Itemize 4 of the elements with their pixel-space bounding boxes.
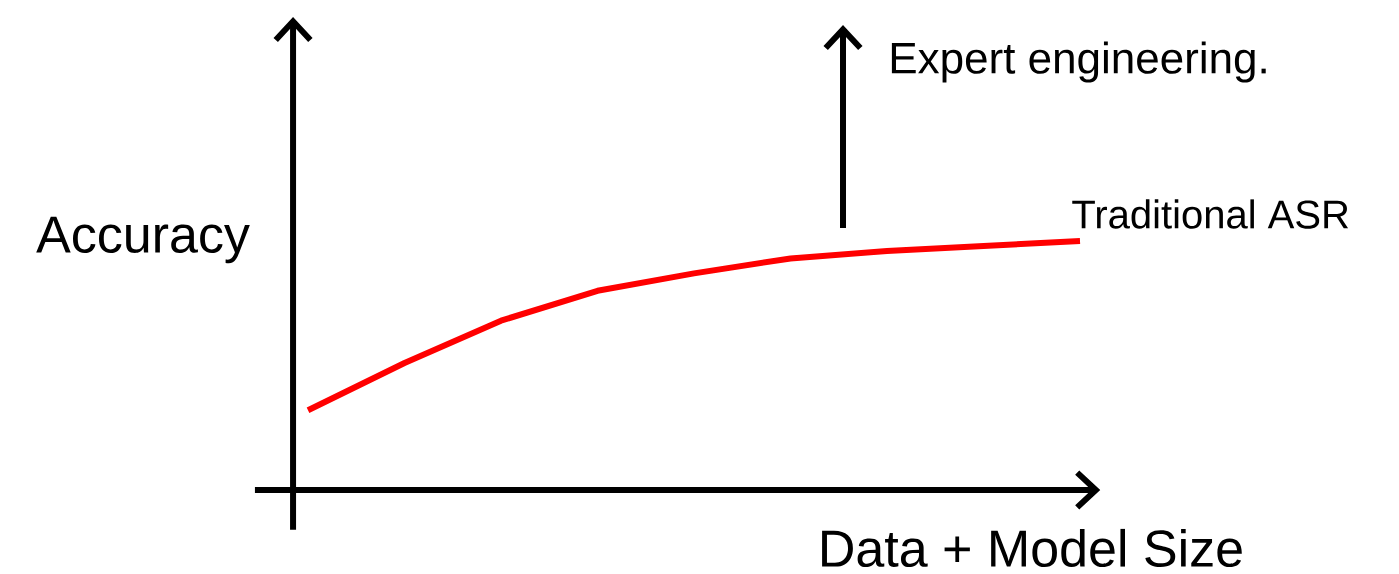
x-axis-title: Data + Model Size [822,528,1242,568]
series-label: Traditional ASR [1072,199,1349,229]
text: Expert engineering. [891,41,1266,83]
y-axis-title: Accuracy [36,216,250,264]
